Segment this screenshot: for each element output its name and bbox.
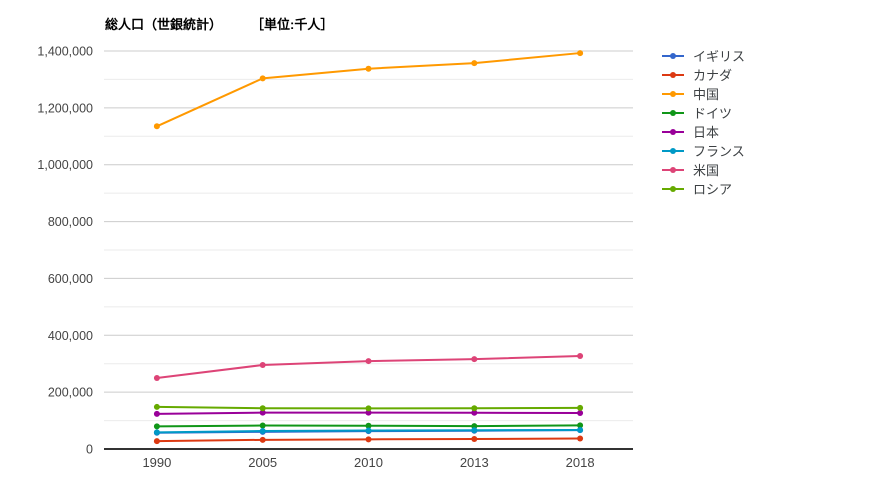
legend-label-japan: 日本 [693, 125, 720, 140]
data-point-japan-2010 [365, 409, 372, 416]
data-point-france-2005 [259, 428, 266, 435]
legend-label-canada: カナダ [693, 68, 733, 83]
legend-line-swatch-germany [662, 109, 684, 116]
legend-point-swatch-usa [670, 166, 676, 173]
x-tick-label: 2005 [248, 455, 277, 470]
legend-point-swatch-japan [670, 128, 676, 135]
data-point-usa-2010 [365, 358, 372, 365]
data-point-russia-2013 [471, 405, 478, 412]
legend-point-swatch-france [670, 147, 676, 154]
chart-title-unit: ［単位:千人］ [251, 17, 334, 32]
data-point-russia-2005 [259, 405, 266, 412]
legend-point-swatch-russia [670, 185, 676, 192]
data-point-japan-2005 [259, 409, 266, 416]
data-point-usa-2005 [259, 361, 266, 368]
data-point-japan-2013 [471, 409, 478, 416]
data-point-russia-1990 [153, 403, 160, 410]
legend: イギリスカナダ中国ドイツ日本フランス米国ロシア [662, 46, 745, 198]
legend-item-canada: カナダ [662, 65, 745, 84]
legend-point-swatch-germany [670, 109, 676, 116]
data-point-usa-2013 [471, 356, 478, 363]
x-tick-label: 2010 [354, 455, 383, 470]
legend-line-swatch-japan [662, 128, 684, 135]
legend-point-swatch-china [670, 90, 676, 97]
data-point-germany-1990 [153, 423, 160, 430]
data-point-china-2018 [577, 50, 584, 57]
data-point-usa-2018 [577, 352, 584, 359]
legend-item-japan: 日本 [662, 122, 745, 141]
data-point-france-2018 [577, 426, 584, 433]
data-point-japan-2018 [577, 410, 584, 417]
legend-point-swatch-uk [670, 52, 676, 59]
data-point-germany-2005 [259, 422, 266, 429]
legend-item-uk: イギリス [662, 46, 745, 65]
data-point-china-1990 [153, 123, 160, 130]
series-line-china [156, 52, 581, 128]
chart-title: 総人口（世銀統計） ［単位:千人］ [105, 14, 333, 33]
y-tick-label: 800,000 [48, 215, 93, 229]
chart-title-main: 総人口（世銀統計） [105, 17, 223, 32]
legend-line-swatch-uk [662, 52, 684, 59]
legend-line-swatch-china [662, 90, 684, 97]
data-point-china-2010 [365, 65, 372, 72]
data-point-china-2005 [259, 75, 266, 82]
legend-item-usa: 米国 [662, 160, 745, 179]
x-tick-label: 1990 [142, 455, 171, 470]
data-point-germany-2018 [577, 422, 584, 429]
legend-line-swatch-russia [662, 185, 684, 192]
data-point-japan-1990 [153, 410, 160, 417]
y-tick-label: 1,200,000 [37, 101, 93, 115]
y-tick-label: 1,000,000 [37, 158, 93, 172]
data-point-france-2013 [471, 427, 478, 434]
y-tick-label: 400,000 [48, 329, 93, 343]
data-point-canada-1990 [153, 438, 160, 445]
y-tick-label: 0 [86, 443, 93, 457]
legend-point-swatch-canada [670, 71, 676, 78]
y-tick-label: 200,000 [48, 386, 93, 400]
legend-label-germany: ドイツ [693, 106, 733, 121]
legend-label-uk: イギリス [693, 49, 746, 64]
legend-item-germany: ドイツ [662, 103, 745, 122]
legend-label-usa: 米国 [693, 163, 720, 178]
legend-line-swatch-usa [662, 166, 684, 173]
data-point-france-1990 [153, 429, 160, 436]
legend-label-china: 中国 [693, 87, 720, 102]
data-point-france-2010 [365, 427, 372, 434]
legend-label-russia: ロシア [693, 182, 733, 197]
data-point-canada-2018 [577, 435, 584, 442]
data-point-russia-2018 [577, 404, 584, 411]
data-point-germany-2010 [365, 422, 372, 429]
legend-line-swatch-canada [662, 71, 684, 78]
y-tick-label: 1,400,000 [37, 45, 93, 59]
legend-item-china: 中国 [662, 84, 745, 103]
data-point-usa-1990 [153, 375, 160, 382]
data-point-canada-2010 [365, 436, 372, 443]
x-tick-label: 2018 [566, 455, 595, 470]
x-tick-label: 2013 [460, 455, 489, 470]
data-point-canada-2005 [259, 436, 266, 443]
data-point-china-2013 [471, 60, 478, 67]
legend-label-france: フランス [693, 144, 745, 159]
data-point-germany-2013 [471, 423, 478, 430]
legend-line-swatch-france [662, 147, 684, 154]
data-point-canada-2013 [471, 436, 478, 443]
legend-item-france: フランス [662, 141, 745, 160]
legend-item-russia: ロシア [662, 179, 745, 198]
data-point-russia-2010 [365, 405, 372, 412]
y-tick-label: 600,000 [48, 272, 93, 286]
